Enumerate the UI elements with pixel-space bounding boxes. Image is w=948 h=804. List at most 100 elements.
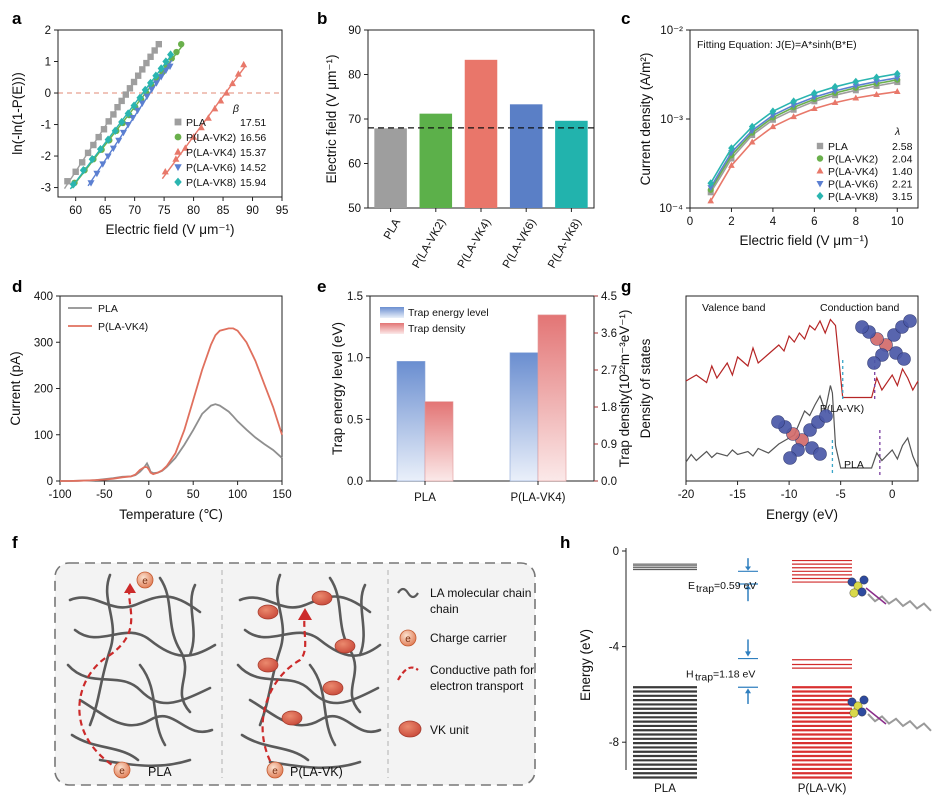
x-tick-label-d: 150 bbox=[272, 489, 291, 501]
data-point bbox=[79, 166, 87, 175]
x-tick-label-a: 60 bbox=[69, 205, 82, 217]
data-point bbox=[152, 71, 160, 80]
data-point bbox=[167, 50, 175, 59]
data-point bbox=[148, 86, 156, 94]
x-tick-label-d: 0 bbox=[146, 489, 152, 501]
y-tick-label-e: 1.0 bbox=[347, 353, 363, 365]
data-point bbox=[147, 78, 155, 88]
x-tick-label-b: P(LA-VK4) bbox=[456, 217, 494, 271]
data-point bbox=[72, 168, 79, 175]
chart-d-tsdc: -100 -50 0 50 100 150 0 100 200 300 400 Temperature… bbox=[8, 291, 292, 522]
y2-tick-label-e: 4.5 bbox=[601, 291, 617, 303]
data-point bbox=[151, 47, 158, 54]
data-point bbox=[69, 180, 77, 189]
y-tick-label-a: -1 bbox=[41, 120, 51, 132]
data-point bbox=[161, 167, 169, 175]
htrap-label-sub: trap bbox=[695, 672, 713, 684]
y-tick-label-c: 10⁻³ bbox=[660, 114, 683, 126]
data-point bbox=[143, 93, 151, 101]
y-axis-label-c: Current density (A/m²) bbox=[638, 53, 653, 186]
legend-header-lambda: λ bbox=[894, 126, 900, 138]
data-point bbox=[109, 145, 117, 153]
y2-axis-label-e: Trap density(10²²m⁻³eV⁻¹) bbox=[617, 310, 632, 468]
molecule-atom bbox=[783, 451, 797, 465]
legend-swatch bbox=[380, 323, 404, 334]
molecular-chain bbox=[240, 733, 310, 762]
annotation-valence-band: Valence band bbox=[702, 302, 766, 314]
legend-marker bbox=[174, 133, 182, 141]
plot-frame-g bbox=[685, 295, 919, 482]
bar-1 bbox=[419, 113, 453, 208]
legend-beta-value: 15.94 bbox=[240, 177, 266, 189]
pla-molecular-chains bbox=[66, 573, 217, 768]
etrap-arrowhead-top bbox=[745, 566, 751, 571]
etrap-label: E bbox=[688, 580, 695, 592]
data-point bbox=[122, 91, 129, 98]
molecule-atom bbox=[857, 707, 867, 717]
data-point bbox=[197, 123, 205, 131]
legend-lambda-value: 2.21 bbox=[892, 179, 913, 191]
data-point bbox=[769, 123, 777, 130]
x-tick-label-a: 90 bbox=[246, 205, 259, 217]
data-point bbox=[90, 141, 97, 149]
data-point bbox=[893, 88, 901, 95]
y-tick-label-d: 300 bbox=[34, 337, 53, 349]
molecule-atom bbox=[849, 588, 859, 598]
x-tick-label-a: 95 bbox=[276, 205, 289, 217]
molecular-chain bbox=[238, 595, 372, 614]
x-axis-label-a: Electric field (V μm⁻¹) bbox=[106, 222, 235, 237]
vk-molecule-homo-image bbox=[847, 695, 932, 732]
data-point bbox=[811, 94, 818, 101]
data-point bbox=[181, 144, 189, 151]
legend-label: Trap density bbox=[408, 323, 466, 335]
x-tick-label-c: 8 bbox=[853, 216, 859, 228]
legend-marker bbox=[174, 164, 182, 172]
data-point bbox=[790, 97, 797, 106]
data-point bbox=[228, 79, 237, 87]
molecule-atom bbox=[867, 356, 881, 370]
legend-lambda-value: 1.40 bbox=[892, 166, 913, 178]
data-point bbox=[96, 144, 104, 154]
series-line-1 bbox=[60, 327, 283, 482]
molecular-chain bbox=[188, 583, 197, 657]
data-point bbox=[93, 170, 101, 178]
panel-label-e: e bbox=[317, 277, 326, 296]
data-point bbox=[139, 66, 146, 73]
data-point bbox=[707, 185, 715, 192]
panel-label-a: a bbox=[12, 9, 22, 28]
x-tick-label-c: 10 bbox=[891, 216, 904, 228]
legend-lambda-value: 3.15 bbox=[892, 191, 913, 203]
y-tick-label-e: 0.5 bbox=[347, 414, 363, 426]
y2-tick-label-e: 2.7 bbox=[601, 365, 617, 377]
data-point bbox=[173, 48, 180, 56]
panel-label-h: h bbox=[560, 533, 570, 552]
y-tick-label-b: 90 bbox=[348, 25, 361, 37]
etrap-arrowhead-bottom bbox=[745, 584, 751, 590]
x-tick-label-c: 4 bbox=[770, 216, 777, 228]
legend-path-icon bbox=[397, 666, 419, 681]
legend-lambda-value: 2.04 bbox=[892, 154, 913, 166]
vk-conductive-path bbox=[261, 614, 307, 771]
x-tick-label-g: -10 bbox=[781, 489, 798, 501]
carrier-glyph: e bbox=[119, 766, 125, 777]
molecular-chain bbox=[88, 573, 115, 727]
data-point bbox=[769, 112, 777, 119]
molecular-chain bbox=[158, 576, 192, 714]
molecule-atom bbox=[897, 352, 911, 366]
schematic-label-vk: P(LA-VK) bbox=[290, 765, 343, 779]
x-tick-label-b: P(LA-VK6) bbox=[501, 217, 539, 271]
y-tick-label-c: 10⁻² bbox=[660, 25, 683, 37]
y2-tick-label-e: 0.0 bbox=[601, 476, 617, 488]
molecular-chain bbox=[308, 663, 337, 747]
legend-label: P(LA-VK6) bbox=[186, 162, 236, 174]
data-point bbox=[143, 59, 150, 67]
data-point bbox=[130, 101, 138, 110]
panel-f-schematic: e e e PLA P(LA-VK) LA molecular chain ch… bbox=[54, 562, 536, 786]
y-tick-label-e: 1.5 bbox=[347, 291, 363, 303]
legend-header-beta: β bbox=[232, 103, 239, 115]
vk-path-arrow bbox=[298, 608, 312, 620]
y-tick-label-a: 1 bbox=[45, 57, 51, 69]
legend-chain-label-2: chain bbox=[430, 602, 459, 616]
molecule-atom bbox=[849, 708, 859, 718]
